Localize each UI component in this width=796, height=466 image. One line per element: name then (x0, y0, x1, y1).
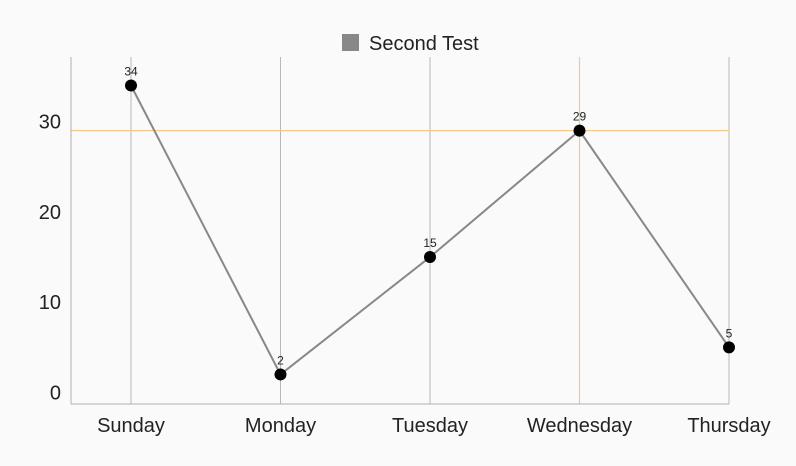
x-tick-label-monday: Monday (245, 415, 316, 437)
data-point-sunday[interactable] (125, 79, 137, 92)
data-label-sunday: 34 (124, 64, 138, 78)
legend-label: Second Test (369, 33, 479, 55)
data-point-thursday[interactable] (723, 341, 735, 354)
x-tick-label-wednesday: Wednesday (527, 415, 632, 437)
y-tick-label-0: 0 (50, 383, 61, 405)
data-label-tuesday: 15 (423, 236, 437, 250)
data-point-monday[interactable] (274, 368, 287, 381)
series-layer (125, 79, 735, 381)
data-point-wednesday[interactable] (573, 124, 586, 137)
legend-swatch (342, 34, 359, 51)
x-tick-label-tuesday: Tuesday (392, 415, 468, 437)
data-label-wednesday: 29 (573, 110, 587, 124)
y-tick-label-20: 20 (39, 202, 61, 224)
data-point-tuesday[interactable] (424, 251, 436, 264)
axis-layer (70, 57, 729, 405)
grid-layer (130, 57, 730, 404)
x-tick-label-sunday: Sunday (97, 415, 165, 437)
x-tick-label-thursday: Thursday (687, 415, 770, 437)
data-label-monday: 2 (277, 353, 284, 367)
label-layer: 0 10 20 30 Sunday Monday Tuesday Wednesday Thurs… (39, 64, 771, 437)
legend: Second Test (342, 33, 479, 55)
y-tick-label-30: 30 (39, 112, 61, 134)
highlight-layer (71, 57, 729, 404)
data-label-thursday: 5 (726, 326, 733, 340)
y-tick-label-10: 10 (39, 292, 61, 314)
